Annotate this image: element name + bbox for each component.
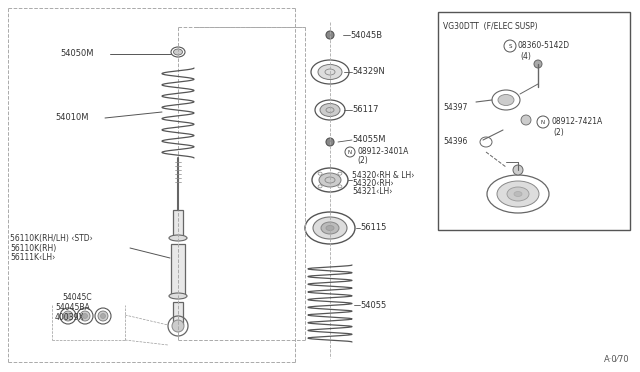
Bar <box>173 302 183 324</box>
Ellipse shape <box>318 64 342 80</box>
Text: S: S <box>508 44 512 48</box>
Text: 54055: 54055 <box>360 301 387 310</box>
Text: 56117: 56117 <box>352 106 378 115</box>
Text: 54050M: 54050M <box>60 49 93 58</box>
Text: 56111K‹LH›: 56111K‹LH› <box>10 253 55 262</box>
Text: 08360-5142D: 08360-5142D <box>518 42 570 51</box>
Text: 54045C: 54045C <box>62 294 92 302</box>
Bar <box>438 12 630 230</box>
Ellipse shape <box>169 235 187 241</box>
Bar <box>171 244 185 296</box>
Ellipse shape <box>100 314 106 318</box>
Ellipse shape <box>498 94 514 106</box>
Ellipse shape <box>313 217 347 239</box>
Text: 54320‹RH›: 54320‹RH› <box>352 179 394 187</box>
Ellipse shape <box>172 320 184 332</box>
Ellipse shape <box>83 314 88 318</box>
Text: 56115: 56115 <box>360 224 387 232</box>
Text: 54396: 54396 <box>443 138 467 147</box>
Text: 54329N: 54329N <box>352 67 385 77</box>
Ellipse shape <box>326 31 334 39</box>
Ellipse shape <box>65 314 70 318</box>
Circle shape <box>537 116 549 128</box>
Text: 54321‹LH›: 54321‹LH› <box>352 186 392 196</box>
Ellipse shape <box>173 49 182 55</box>
Text: 54010M: 54010M <box>55 113 88 122</box>
Text: 40039X: 40039X <box>55 314 84 323</box>
Ellipse shape <box>321 222 339 234</box>
Ellipse shape <box>507 187 529 201</box>
Ellipse shape <box>63 311 73 321</box>
Circle shape <box>345 147 355 157</box>
Ellipse shape <box>326 225 334 231</box>
Text: (2): (2) <box>357 155 368 164</box>
Ellipse shape <box>497 181 539 207</box>
Text: (2): (2) <box>553 128 564 137</box>
Ellipse shape <box>320 103 340 116</box>
Text: 54045B: 54045B <box>350 31 382 39</box>
Text: N: N <box>541 119 545 125</box>
Text: VG30DTT  (F/ELEC SUSP): VG30DTT (F/ELEC SUSP) <box>443 22 538 31</box>
Text: 54055M: 54055M <box>352 135 385 144</box>
Ellipse shape <box>521 115 531 125</box>
Text: 08912-7421A: 08912-7421A <box>551 118 602 126</box>
Ellipse shape <box>534 60 542 68</box>
Text: 54397: 54397 <box>443 103 467 112</box>
Text: 56110K(RH/LH) ‹STD›: 56110K(RH/LH) ‹STD› <box>10 234 93 243</box>
Circle shape <box>504 40 516 52</box>
Ellipse shape <box>319 173 341 187</box>
Ellipse shape <box>98 311 108 321</box>
Text: 54320‹RH & LH›: 54320‹RH & LH› <box>352 170 414 180</box>
Ellipse shape <box>513 165 523 175</box>
Ellipse shape <box>326 138 334 146</box>
Bar <box>173 210 183 238</box>
Text: A·0⁄70: A·0⁄70 <box>604 355 630 364</box>
Text: 08912-3401A: 08912-3401A <box>357 148 408 157</box>
Text: (4): (4) <box>520 51 531 61</box>
Ellipse shape <box>169 293 187 299</box>
Ellipse shape <box>80 311 90 321</box>
Text: N: N <box>348 150 352 154</box>
Text: 54045BA: 54045BA <box>55 304 90 312</box>
Ellipse shape <box>514 192 522 196</box>
Text: 56110K(RH): 56110K(RH) <box>10 244 56 253</box>
